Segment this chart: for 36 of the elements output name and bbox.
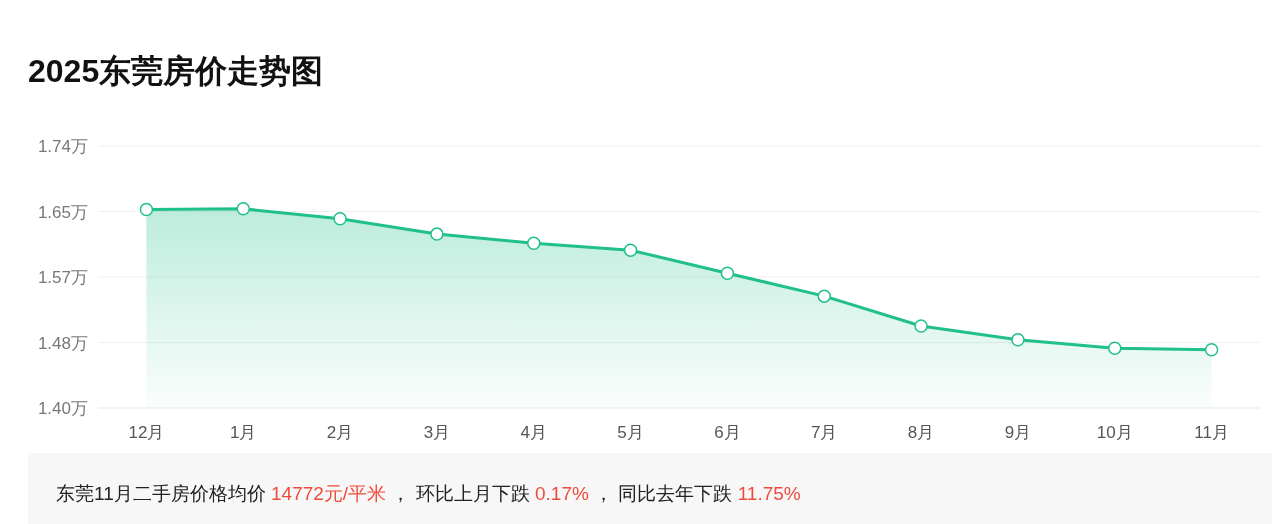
x-tick-label: 4月 (520, 423, 547, 442)
x-tick-label: 12月 (128, 423, 165, 442)
point (1204, 343, 1219, 357)
point (333, 212, 347, 226)
text: 11.75% (737, 483, 801, 504)
y-tick-label: 1.65万 (37, 202, 88, 222)
text: 14772元/平米 (271, 483, 387, 504)
x-tick-label: 8月 (907, 423, 935, 442)
x-tick-label: 3月 (423, 423, 451, 442)
text: 0.17% (534, 483, 589, 504)
point (623, 243, 638, 257)
point (430, 227, 444, 241)
chart-title: 2025东莞房价走势图 (28, 53, 324, 89)
x-tick-label: 5月 (617, 423, 644, 442)
point (527, 236, 541, 251)
y-tick-label: 1.40万 (37, 399, 88, 418)
x-tick-label: 11月 (1194, 423, 1229, 442)
point (139, 202, 154, 217)
y-tick-label: 1.48万 (37, 333, 88, 353)
y-tick-label: 1.57万 (37, 268, 88, 287)
x-tick-label: 2月 (326, 423, 354, 442)
x-tick-label: 7月 (811, 423, 838, 442)
y-tick-label: 1.74万 (37, 137, 88, 156)
x-tick-label: 9月 (1004, 423, 1032, 442)
point (236, 202, 250, 216)
text: 东莞11月二手房价格均价 (56, 483, 272, 504)
point (914, 319, 928, 333)
point (1011, 333, 1025, 347)
x-tick-label: 6月 (714, 423, 741, 442)
text: ， 同比去年下跌 (588, 483, 738, 504)
point (720, 266, 735, 280)
point (1108, 341, 1122, 355)
x-tick-label: 1月 (230, 423, 257, 442)
point (817, 289, 831, 303)
x-tick-label: 10月 (1096, 423, 1133, 442)
text: ， 环比上月下跌 (386, 483, 535, 504)
